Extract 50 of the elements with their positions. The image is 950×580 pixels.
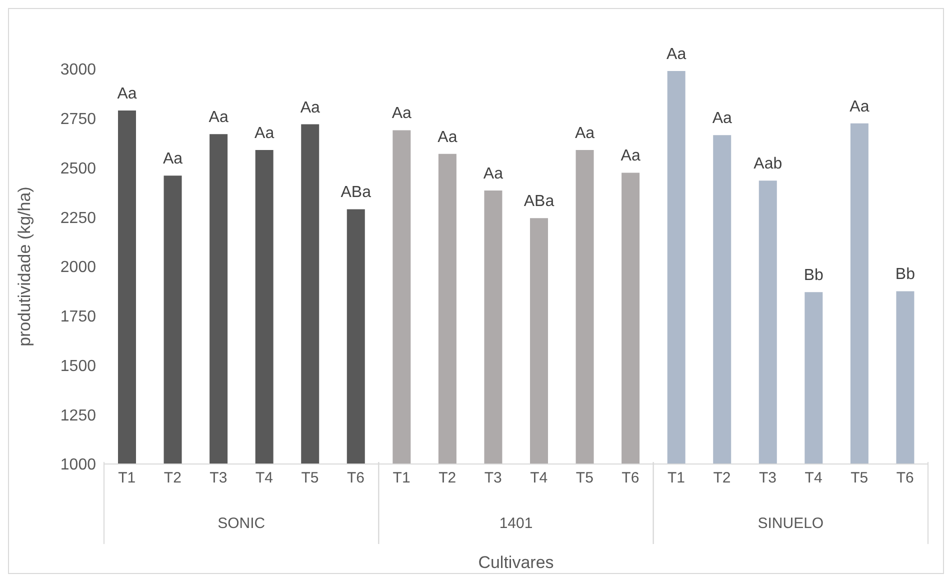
data-label: Aa bbox=[483, 165, 504, 182]
data-label: Aab bbox=[754, 156, 782, 173]
x-tick-label: T3 bbox=[484, 470, 502, 487]
data-label: Aa bbox=[438, 128, 458, 146]
x-axis-title: Cultivares bbox=[478, 553, 554, 572]
data-label: Aa bbox=[162, 150, 183, 168]
data-label: Aa bbox=[574, 124, 595, 142]
x-tick-label: T4 bbox=[255, 470, 273, 487]
x-tick-label: T2 bbox=[438, 470, 456, 487]
x-tick-label: T4 bbox=[530, 470, 548, 487]
y-tick-label: 1250 bbox=[60, 407, 96, 424]
x-tick-label: T2 bbox=[713, 470, 731, 487]
data-label: ABa bbox=[340, 184, 372, 202]
text: 1401 bbox=[499, 515, 533, 532]
x-tick-label: T5 bbox=[576, 470, 594, 487]
y-axis-title: produtividade (kg/ha) bbox=[15, 186, 34, 346]
x-tick-label: T5 bbox=[301, 470, 319, 487]
text: SONIC bbox=[218, 515, 266, 532]
x-tick-label: T3 bbox=[759, 470, 777, 487]
text: SINUELO bbox=[758, 515, 824, 532]
x-tick-label: T3 bbox=[210, 470, 228, 487]
x-tick-label: T1 bbox=[118, 470, 136, 487]
x-tick-label: T6 bbox=[896, 470, 914, 487]
y-tick-label: 2250 bbox=[60, 210, 96, 227]
x-tick-label: T6 bbox=[622, 470, 640, 487]
x-tick-label: T1 bbox=[667, 470, 685, 487]
data-label: ABa bbox=[524, 193, 554, 210]
x-tick-label: T6 bbox=[347, 470, 365, 487]
y-tick-label: 1750 bbox=[60, 308, 96, 326]
x-tick-label: T2 bbox=[164, 470, 182, 487]
y-tick-label: 2500 bbox=[60, 160, 96, 178]
y-tick-label: 1500 bbox=[60, 358, 96, 375]
data-label: Aa bbox=[392, 105, 412, 122]
data-label: Aa bbox=[117, 85, 137, 102]
y-tick-label: 2000 bbox=[60, 259, 96, 276]
data-label: Bb bbox=[804, 267, 824, 284]
x-tick-label: T5 bbox=[850, 470, 868, 487]
x-tick-label: T1 bbox=[392, 470, 410, 487]
data-label: Aa bbox=[300, 99, 320, 116]
data-label: Aa bbox=[254, 124, 274, 142]
data-label: Aa bbox=[620, 148, 640, 165]
x-tick-label: T4 bbox=[804, 470, 822, 487]
data-label: Bb bbox=[895, 266, 916, 284]
y-tick-label: 1000 bbox=[60, 456, 96, 474]
data-label: Aa bbox=[666, 46, 686, 63]
data-label: Aa bbox=[850, 98, 870, 116]
data-label: Aa bbox=[208, 109, 228, 126]
y-tick-label: 3000 bbox=[60, 62, 96, 79]
y-tick-label: 2750 bbox=[60, 111, 96, 128]
data-label: Aa bbox=[712, 110, 732, 128]
